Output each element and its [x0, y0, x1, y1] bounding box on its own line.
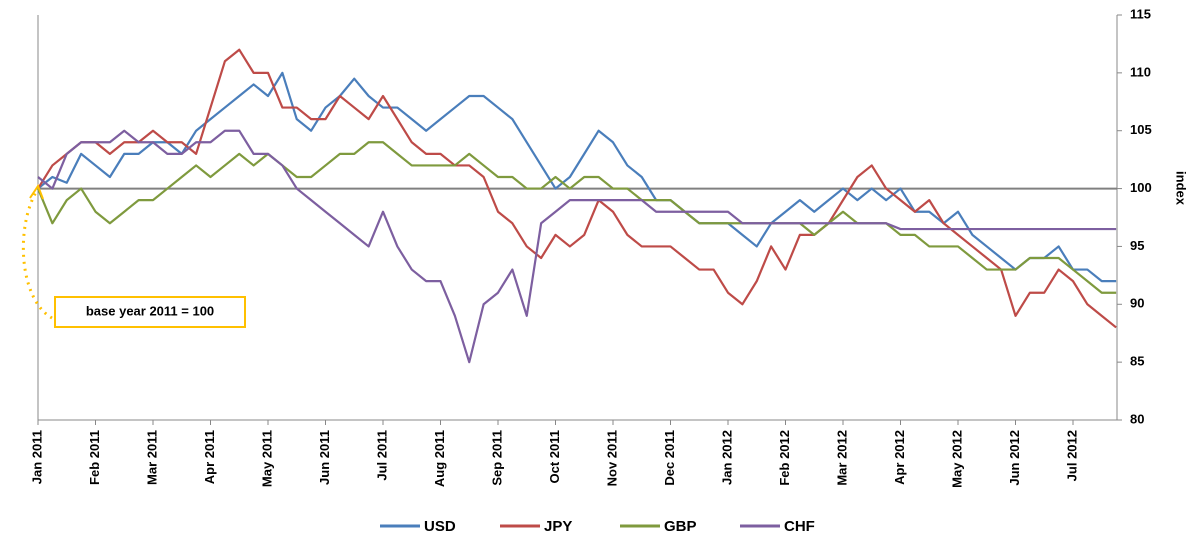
y-tick-label: 80 — [1130, 411, 1144, 426]
x-tick-label: Jun 2011 — [317, 430, 332, 485]
y-axis-label: index — [1174, 171, 1189, 206]
series-line — [37, 129, 1117, 364]
y-tick-label: 115 — [1130, 6, 1151, 21]
y-tick-label: 110 — [1130, 64, 1151, 79]
legend-label: GBP — [664, 518, 697, 535]
x-tick-label: Mar 2011 — [144, 430, 159, 485]
x-tick-label: Feb 2012 — [777, 430, 792, 486]
legend-label: JPY — [544, 518, 572, 535]
x-tick-label: May 2011 — [259, 430, 274, 487]
x-tick-label: Jan 2011 — [29, 430, 44, 484]
y-tick-label: 90 — [1130, 296, 1144, 311]
x-tick-label: Jul 2012 — [1064, 430, 1079, 481]
x-tick-label: Nov 2011 — [604, 430, 619, 486]
series-line — [36, 141, 1117, 294]
annotation: base year 2011 = 100 — [86, 303, 214, 318]
x-tick-label: Feb 2011 — [87, 430, 102, 485]
annotation-arrowhead — [29, 183, 44, 200]
x-tick-label: Jun 2012 — [1007, 430, 1022, 486]
x-tick-label: Apr 2011 — [202, 430, 217, 484]
legend-label: CHF — [784, 518, 815, 535]
annotation-box — [54, 296, 246, 328]
legend-label: USD — [424, 518, 456, 535]
y-tick-label: 105 — [1130, 122, 1152, 137]
x-tick-label: Jan 2012 — [719, 430, 734, 485]
x-tick-label: Mar 2012 — [834, 430, 849, 486]
series-line — [37, 71, 1117, 283]
x-tick-label: May 2012 — [949, 430, 964, 488]
x-tick-label: Sep 2011 — [489, 430, 504, 486]
x-tick-label: Aug 2011 — [432, 430, 447, 487]
y-tick-label: 85 — [1130, 354, 1144, 369]
x-tick-label: Dec 2011 — [662, 430, 677, 486]
x-tick-label: Jul 2011 — [374, 430, 389, 481]
y-tick-label: 95 — [1130, 238, 1144, 253]
series-line — [37, 48, 1117, 329]
annotation-arrow — [21, 191, 53, 320]
y-tick-label: 100 — [1130, 180, 1152, 195]
x-tick-label: Apr 2012 — [892, 430, 907, 485]
x-tick-label: Oct 2011 — [547, 430, 562, 484]
